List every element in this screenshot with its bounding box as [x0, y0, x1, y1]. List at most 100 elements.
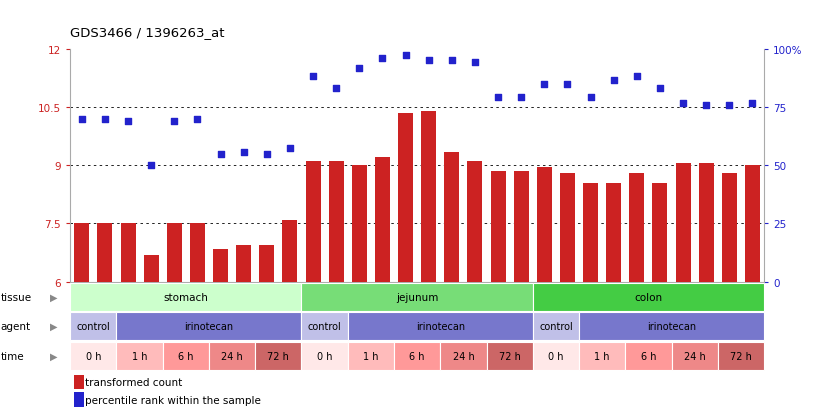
- Text: 0 h: 0 h: [86, 351, 101, 361]
- Text: control: control: [308, 321, 341, 331]
- Point: [630, 74, 643, 80]
- Text: ▶: ▶: [50, 321, 57, 331]
- Bar: [718, 342, 764, 370]
- Bar: [699, 164, 714, 282]
- Bar: [533, 342, 579, 370]
- Bar: [70, 313, 116, 340]
- Bar: [329, 162, 344, 282]
- Text: 6 h: 6 h: [410, 351, 425, 361]
- Bar: [116, 313, 301, 340]
- Bar: [514, 172, 529, 282]
- Text: 0 h: 0 h: [317, 351, 332, 361]
- Bar: [537, 168, 552, 282]
- Text: agent: agent: [1, 321, 31, 331]
- Bar: [468, 162, 482, 282]
- Text: percentile rank within the sample: percentile rank within the sample: [85, 395, 261, 405]
- Bar: [672, 342, 718, 370]
- Point: [260, 151, 273, 157]
- Point: [491, 95, 505, 101]
- Text: transformed count: transformed count: [85, 377, 183, 387]
- Bar: [97, 224, 112, 282]
- Text: 1 h: 1 h: [132, 351, 147, 361]
- Text: control: control: [77, 321, 110, 331]
- Point: [676, 100, 690, 107]
- Text: 24 h: 24 h: [453, 351, 474, 361]
- Bar: [440, 342, 487, 370]
- Text: 6 h: 6 h: [178, 351, 193, 361]
- Bar: [491, 172, 506, 282]
- Text: 72 h: 72 h: [499, 351, 520, 361]
- Point: [168, 118, 181, 125]
- Point: [214, 151, 227, 157]
- Point: [561, 81, 574, 88]
- Point: [445, 58, 458, 64]
- Point: [746, 100, 759, 107]
- Bar: [144, 255, 159, 282]
- Text: GDS3466 / 1396263_at: GDS3466 / 1396263_at: [70, 26, 225, 39]
- Bar: [301, 342, 348, 370]
- Point: [191, 116, 204, 123]
- Text: irinotecan: irinotecan: [415, 321, 465, 331]
- Bar: [579, 342, 625, 370]
- Text: 0 h: 0 h: [548, 351, 563, 361]
- Text: irinotecan: irinotecan: [647, 321, 696, 331]
- Bar: [745, 166, 760, 282]
- Bar: [301, 313, 348, 340]
- Bar: [653, 183, 667, 282]
- Bar: [348, 313, 533, 340]
- Bar: [116, 342, 163, 370]
- Point: [330, 85, 343, 92]
- Point: [700, 102, 713, 109]
- Text: 24 h: 24 h: [684, 351, 705, 361]
- Point: [237, 149, 250, 156]
- Bar: [394, 342, 440, 370]
- Bar: [398, 114, 413, 282]
- Point: [98, 116, 112, 123]
- Text: jejunum: jejunum: [396, 292, 439, 302]
- Bar: [579, 313, 764, 340]
- Bar: [421, 112, 436, 282]
- Bar: [213, 249, 228, 282]
- Bar: [301, 283, 533, 311]
- Text: ▶: ▶: [50, 292, 57, 302]
- Bar: [375, 158, 390, 282]
- Bar: [348, 342, 394, 370]
- Bar: [625, 342, 672, 370]
- Bar: [121, 224, 135, 282]
- Bar: [533, 283, 764, 311]
- Point: [306, 74, 320, 80]
- Point: [399, 52, 412, 59]
- Point: [422, 58, 435, 64]
- Bar: [533, 313, 579, 340]
- Text: colon: colon: [634, 292, 662, 302]
- Bar: [74, 375, 84, 389]
- Bar: [209, 342, 255, 370]
- Text: 24 h: 24 h: [221, 351, 243, 361]
- Text: 72 h: 72 h: [268, 351, 289, 361]
- Bar: [190, 224, 205, 282]
- Point: [376, 56, 389, 62]
- Text: irinotecan: irinotecan: [184, 321, 234, 331]
- Bar: [306, 162, 320, 282]
- Bar: [236, 245, 251, 282]
- Bar: [606, 183, 621, 282]
- Bar: [70, 342, 116, 370]
- Bar: [167, 224, 182, 282]
- Text: 1 h: 1 h: [363, 351, 378, 361]
- Text: 6 h: 6 h: [641, 351, 656, 361]
- Text: 72 h: 72 h: [730, 351, 752, 361]
- Bar: [487, 342, 533, 370]
- Text: time: time: [1, 351, 25, 361]
- Point: [515, 95, 528, 101]
- Point: [607, 77, 620, 84]
- Bar: [560, 173, 575, 282]
- Point: [723, 102, 736, 109]
- Bar: [70, 283, 301, 311]
- Bar: [352, 166, 367, 282]
- Point: [121, 118, 135, 125]
- Bar: [259, 245, 274, 282]
- Text: ▶: ▶: [50, 351, 57, 361]
- Point: [283, 145, 297, 152]
- Bar: [444, 152, 459, 282]
- Point: [75, 116, 88, 123]
